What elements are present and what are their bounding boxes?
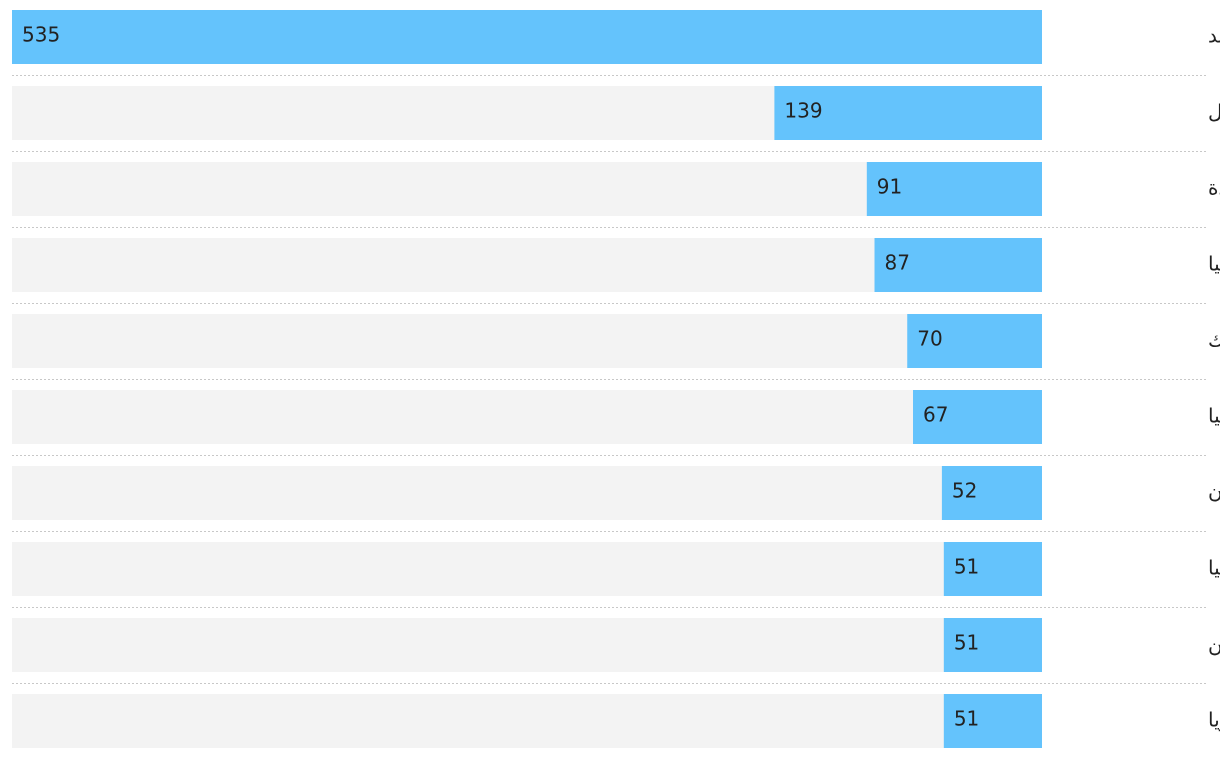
value-label: 67 [923, 403, 948, 427]
value-label: 87 [885, 251, 910, 275]
bar-track [12, 238, 1042, 292]
bar-track [12, 390, 1042, 444]
value-label: 51 [954, 555, 979, 579]
bar [913, 390, 1042, 444]
bar [943, 542, 1042, 596]
value-label: 70 [917, 327, 942, 351]
bar [12, 10, 1042, 64]
bar-track [12, 466, 1042, 520]
value-label: 52 [952, 479, 977, 503]
bar-track [12, 542, 1042, 596]
category-label: ألمانيا [1208, 555, 1220, 580]
category-label: روسيا [1208, 404, 1220, 428]
bar [941, 466, 1042, 520]
value-label: 51 [954, 631, 979, 655]
value-label: 139 [784, 99, 822, 123]
bar [943, 618, 1042, 672]
category-label: الهند [1208, 24, 1220, 48]
bar [774, 86, 1042, 140]
category-label: نيجيريا [1208, 708, 1220, 732]
bar [907, 314, 1042, 368]
category-label: الفلبين [1208, 632, 1220, 656]
category-label: الولايات المتحدة [1208, 176, 1220, 200]
value-label: 51 [954, 707, 979, 731]
category-label: باكستان [1208, 480, 1220, 504]
value-label: 91 [877, 175, 902, 199]
category-label: إندونيسيا [1208, 252, 1220, 277]
bar-track [12, 314, 1042, 368]
bar [866, 162, 1042, 216]
bar [943, 694, 1042, 748]
category-label: المكسيك [1208, 328, 1220, 352]
bar-track [12, 694, 1042, 748]
bar-track [12, 618, 1042, 672]
value-label: 535 [22, 23, 60, 47]
bar [874, 238, 1042, 292]
category-label: البرازيل [1208, 100, 1220, 124]
